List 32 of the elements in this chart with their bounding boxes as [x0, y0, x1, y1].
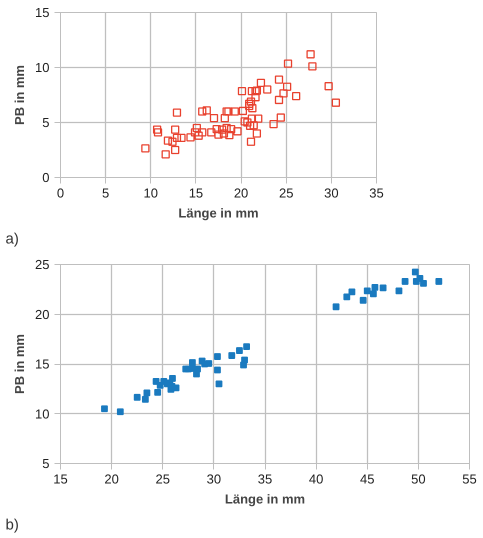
x-tick-label: 30 — [206, 472, 222, 486]
text: b) — [6, 516, 19, 534]
x-tick-label: 15 — [53, 472, 68, 486]
y-tick-label: 0 — [42, 170, 50, 185]
x-axis-title: Länge in mm — [224, 492, 306, 506]
x-tick-label: 0 — [56, 186, 64, 200]
x-tick-label: 15 — [188, 186, 204, 200]
x-tick-label: 25 — [156, 472, 170, 486]
x-tick-label: 40 — [308, 472, 324, 486]
y-tick-label: 5 — [42, 115, 50, 130]
text: a) — [6, 230, 19, 248]
x-tick-label: 35 — [369, 186, 384, 200]
y-tick-label: 10 — [35, 406, 50, 422]
x-tick-label: 25 — [278, 186, 294, 200]
x-tick-label: 55 — [462, 472, 477, 486]
y-tick-label: 15 — [35, 356, 50, 372]
y-tick-label: 25 — [35, 257, 50, 272]
y-tick-label: 20 — [35, 306, 50, 322]
x-tick-label: 10 — [144, 186, 158, 200]
x-tick-label: 50 — [411, 472, 426, 486]
x-axis-title: Länge in mm — [178, 206, 259, 220]
y-tick-label: 10 — [35, 60, 50, 75]
y-axis-title: PB in mm — [12, 65, 28, 125]
x-tick-label: 30 — [324, 186, 339, 200]
y-tick-label: 15 — [35, 5, 50, 20]
x-tick-label: 35 — [258, 472, 272, 486]
y-tick-label: 5 — [42, 456, 50, 471]
y-axis-title: PB in mm — [12, 334, 28, 394]
x-tick-label: 5 — [102, 186, 110, 200]
x-tick-label: 20 — [104, 472, 119, 486]
x-tick-label: 45 — [360, 472, 374, 486]
x-tick-label: 20 — [234, 186, 248, 200]
